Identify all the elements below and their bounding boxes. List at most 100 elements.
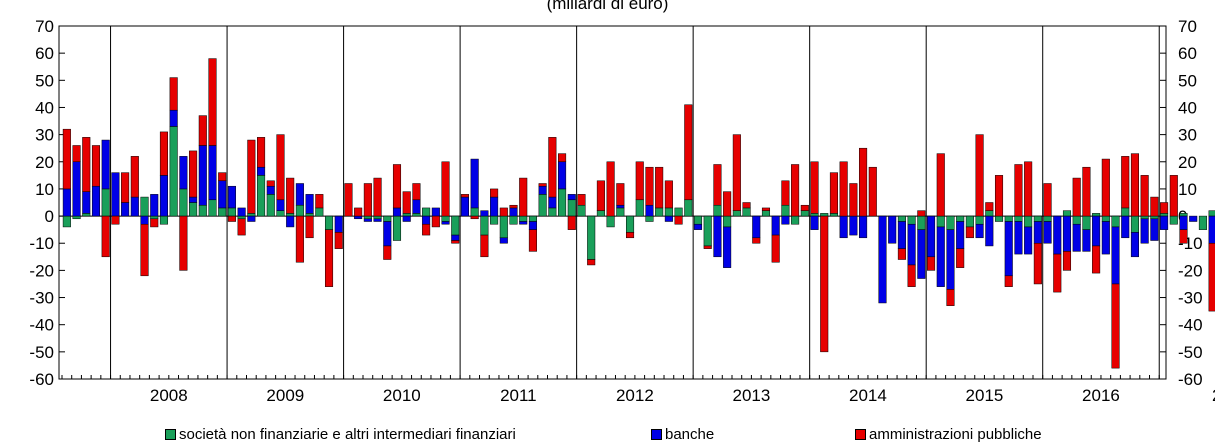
bar-ap xyxy=(761,207,771,211)
bar-snf xyxy=(703,215,712,247)
legend-swatch-ap xyxy=(855,429,866,440)
legend-label-snf: società non finanziarie e altri intermed… xyxy=(179,426,516,443)
bar-snf xyxy=(742,207,751,217)
bar-ap xyxy=(431,215,440,228)
x-tick-label-year: 2013 xyxy=(732,386,770,405)
bar-ap xyxy=(956,248,965,268)
bar-ap xyxy=(91,145,101,187)
bar-snf xyxy=(422,207,431,217)
x-tick-label-year: 2016 xyxy=(1082,386,1120,405)
bar-ap xyxy=(791,164,800,217)
bar-snf xyxy=(227,207,236,217)
bar-ap xyxy=(227,215,236,222)
y-tick-label-left: 30 xyxy=(35,126,54,145)
bar-snf xyxy=(208,199,217,217)
bar-ap xyxy=(1130,153,1139,217)
bar-banche xyxy=(257,166,266,176)
x-tick-label-year: 2012 xyxy=(616,386,654,405)
bar-banche xyxy=(72,161,81,217)
bar-snf xyxy=(907,215,916,225)
bar-ap xyxy=(558,153,567,163)
bar-ap xyxy=(383,245,392,260)
bar-banche xyxy=(538,185,547,195)
bar-ap xyxy=(344,183,353,217)
bar-banche xyxy=(839,215,848,239)
bar-snf xyxy=(994,215,1004,222)
bar-ap xyxy=(587,259,596,266)
x-tick-label-year: 2017 xyxy=(1212,386,1215,405)
bar-banche xyxy=(169,109,178,127)
bar-banche xyxy=(897,221,906,249)
bar-banche xyxy=(1179,215,1188,230)
bar-ap xyxy=(286,177,295,214)
bar-snf xyxy=(1033,215,1042,222)
bar-banche xyxy=(402,215,411,222)
bar-banche xyxy=(878,215,887,304)
y-tick-label-right: -30 xyxy=(1178,289,1203,308)
bar-snf xyxy=(936,215,945,228)
chart-subtitle: (miliardi di euro) xyxy=(546,0,669,13)
bar-ap xyxy=(936,153,945,217)
bar-banche xyxy=(159,175,168,217)
bar-ap xyxy=(1082,166,1091,217)
bar-ap xyxy=(1140,175,1149,217)
bar-ap xyxy=(315,194,324,209)
bar-banche xyxy=(91,185,101,217)
y-tick-label-left: 0 xyxy=(45,207,54,226)
bar-snf xyxy=(402,213,411,217)
bar-snf xyxy=(1160,213,1169,217)
bar-ap xyxy=(1043,183,1052,217)
bar-snf xyxy=(820,213,829,217)
bar-snf xyxy=(684,199,693,217)
bar-banche xyxy=(752,215,761,239)
y-tick-label-right: 20 xyxy=(1178,153,1197,172)
bar-ap xyxy=(567,215,576,230)
bar-ap xyxy=(1101,158,1110,217)
bar-snf xyxy=(101,188,110,217)
bar-ap xyxy=(295,215,304,263)
bar-ap xyxy=(684,104,693,201)
bar-banche xyxy=(723,226,732,268)
bar-banche xyxy=(645,204,654,217)
bar-ap xyxy=(140,223,149,277)
bar-banche xyxy=(859,215,868,239)
bar-ap xyxy=(742,202,751,209)
x-tick-label-year: 2014 xyxy=(849,386,887,405)
bar-banche xyxy=(490,196,499,217)
bar-snf xyxy=(985,210,994,217)
bar-snf xyxy=(1130,215,1139,233)
bar-ap xyxy=(169,77,178,111)
legend-swatch-banche xyxy=(651,429,662,440)
bar-snf xyxy=(1169,215,1178,225)
bar-banche xyxy=(150,194,159,217)
bar-ap xyxy=(752,237,761,244)
bar-snf xyxy=(897,215,906,222)
bar-snf xyxy=(1150,215,1159,220)
bar-banche xyxy=(198,145,207,206)
bar-ap xyxy=(218,172,227,182)
bar-banche xyxy=(713,215,722,258)
bar-snf xyxy=(538,194,547,217)
y-tick-label-left: -40 xyxy=(29,316,54,335)
bar-ap xyxy=(606,161,615,217)
bar-ap xyxy=(354,207,363,217)
bar-ap xyxy=(111,215,120,225)
bar-banche xyxy=(130,196,139,217)
bar-ap xyxy=(732,134,741,211)
bar-snf xyxy=(324,215,334,230)
bar-snf xyxy=(528,215,537,222)
bar-snf xyxy=(1101,215,1110,222)
bar-snf xyxy=(159,215,168,225)
bar-ap xyxy=(577,194,586,206)
bar-ap xyxy=(703,245,712,249)
bar-snf xyxy=(1043,215,1052,222)
bar-ap xyxy=(499,207,508,217)
y-tick-label-left: 60 xyxy=(35,44,54,63)
bar-ap xyxy=(674,215,683,225)
bar-banche xyxy=(470,158,479,209)
bar-snf xyxy=(732,210,741,217)
bar-ap xyxy=(849,183,858,217)
y-tick-label-left: -60 xyxy=(29,370,54,389)
bar-banche xyxy=(1033,221,1042,244)
y-tick-label-left: -20 xyxy=(29,261,54,280)
